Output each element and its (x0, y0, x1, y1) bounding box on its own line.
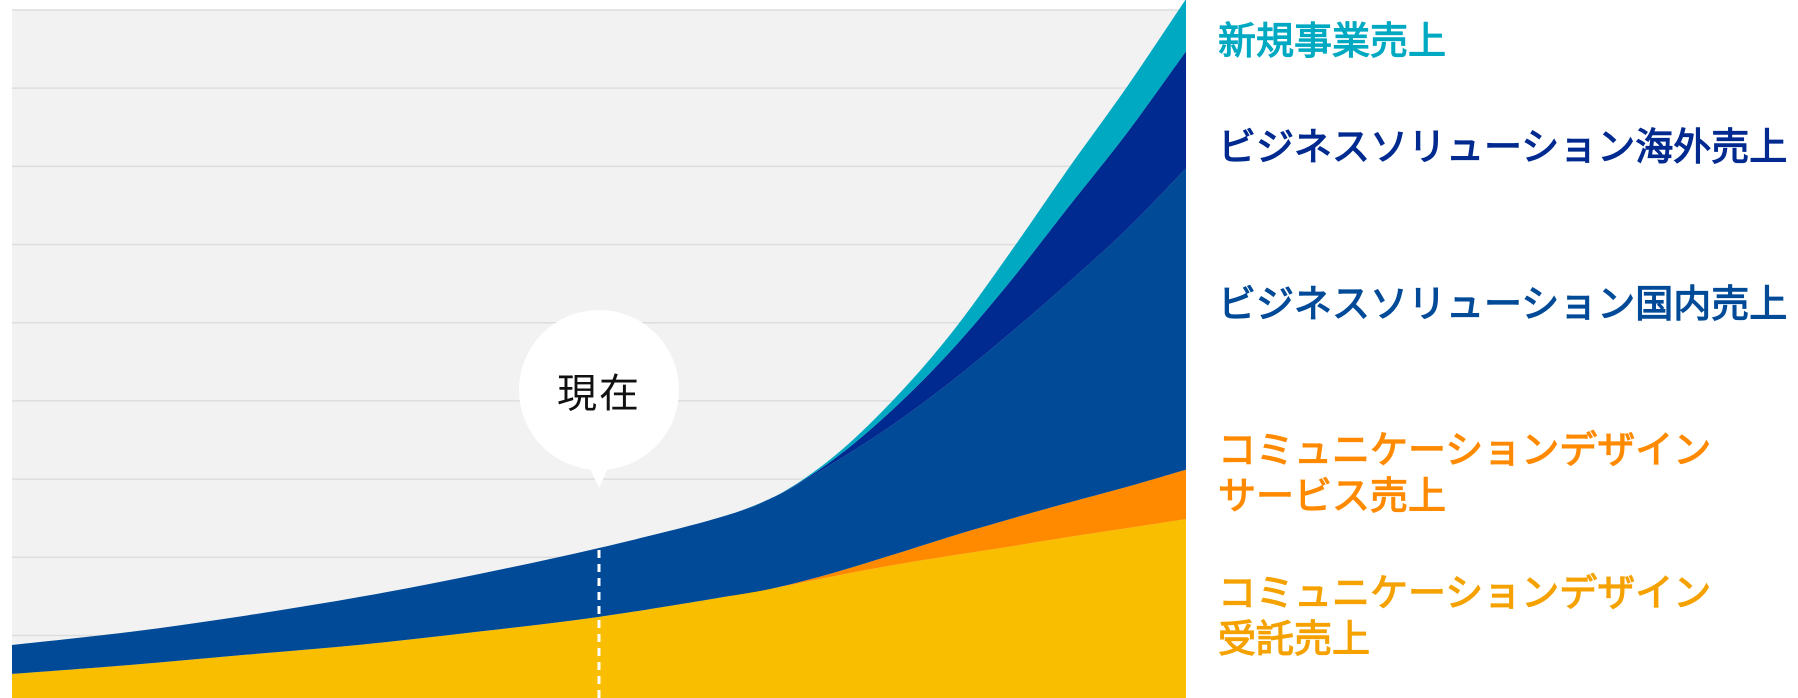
legend-item-business-solution-overseas: ビジネスソリューション海外売上 (1218, 125, 1788, 169)
legend-item-new-business: 新規事業売上 (1218, 19, 1447, 63)
series-areas (12, 0, 1186, 698)
legend-item-communication-design-service: コミュニケーションデザイン サービス売上 (1218, 428, 1712, 518)
legend-item-business-solution-domestic: ビジネスソリューション国内売上 (1218, 282, 1788, 326)
area-series-2 (12, 168, 1186, 674)
current-marker-bubble: 現在 (519, 310, 679, 470)
area-series-0 (12, 519, 1186, 698)
current-marker-label: 現在 (557, 371, 641, 417)
legend-item-communication-design-contract: コミュニケーションデザイン 受託売上 (1218, 571, 1712, 661)
current-marker-bubble-tail (587, 462, 611, 488)
